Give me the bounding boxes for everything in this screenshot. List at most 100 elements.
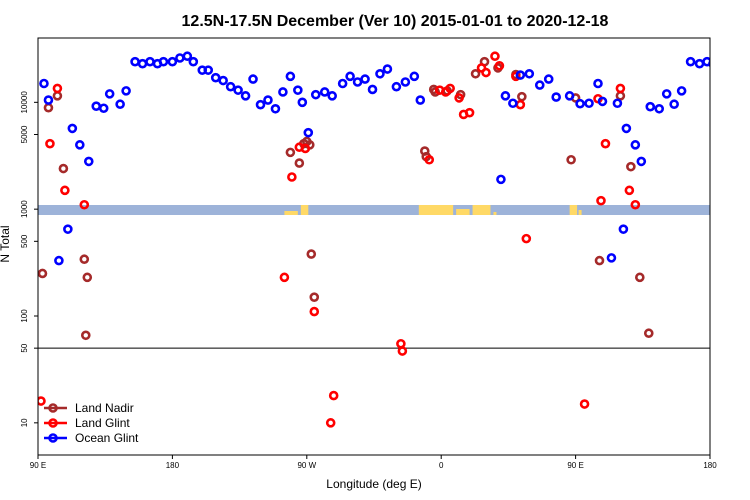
x-tick-label: 180 [166, 461, 180, 470]
ocean-glint-point [702, 56, 710, 67]
ocean-glint-point [645, 101, 656, 112]
ocean-glint-point [54, 255, 64, 266]
ocean-glint-point [360, 74, 370, 84]
ocean-glint-point [310, 89, 321, 100]
ocean-glint-point [297, 97, 308, 108]
ocean-glint-point [137, 58, 148, 69]
ocean-glint-point [233, 85, 243, 95]
ocean-glint-point [158, 56, 169, 67]
ocean-glint-point [733, 58, 740, 65]
ocean-glint-point [415, 95, 426, 105]
land-glint-point [52, 83, 63, 94]
land-nadir-point [566, 154, 576, 165]
land-nadir-point [306, 249, 317, 259]
data-points [38, 51, 740, 428]
land-glint-legend-label: Land Glint [75, 416, 130, 430]
ocean-glint-point [337, 78, 348, 89]
land-nadir-point [635, 272, 645, 283]
ocean-glint-point [669, 99, 679, 110]
land-glint-point [521, 233, 532, 244]
land-glint-point [325, 418, 336, 428]
ocean-glint-point [352, 77, 363, 87]
ocean-glint-point [130, 56, 140, 67]
land-glint-point [328, 390, 339, 401]
land-nadir-legend-marker [48, 403, 58, 413]
land-mask-segment [578, 210, 582, 215]
ocean-glint-point [630, 140, 641, 150]
land-nadir-point [626, 161, 636, 172]
land-nadir-legend-label: Land Nadir [75, 401, 134, 415]
land-glint-point [454, 93, 464, 103]
land-nadir-point [615, 91, 626, 101]
ocean-glint-point [685, 56, 696, 67]
land-glint-point [481, 67, 491, 78]
land-nadir-point [80, 330, 91, 341]
ocean-glint-point [551, 92, 561, 102]
ocean-glint-point [203, 65, 214, 75]
y-tick-label: 50 [20, 343, 29, 352]
ocean-glint-point [661, 89, 672, 99]
y-tick-label: 500 [20, 234, 29, 248]
y-tick-label: 100 [20, 309, 29, 323]
land-nadir-point [79, 254, 90, 265]
ocean-glint-point [584, 98, 594, 109]
land-glint-point [464, 107, 475, 118]
y-axis-label: N Total [0, 225, 12, 262]
land-mask-segment [456, 209, 470, 215]
ocean-glint-point [367, 84, 378, 95]
land-glint-point [279, 272, 290, 283]
land-glint-point [45, 138, 55, 149]
ocean-glint-point [726, 60, 733, 67]
ocean-glint-point [255, 99, 266, 110]
ocean-glint-point [67, 123, 78, 134]
ocean-glint-legend-marker [48, 433, 58, 443]
ocean-glint-point [218, 75, 228, 86]
ocean-glint-point [345, 71, 355, 82]
ocean-glint-point [303, 127, 314, 138]
ocean-glint-point [496, 174, 506, 185]
land-glint-point [60, 185, 70, 196]
ocean-glint-point [606, 253, 617, 263]
ocean-glint-point [400, 77, 411, 87]
ocean-glint-point [278, 87, 288, 97]
ocean-glint-point [515, 70, 526, 80]
ocean-glint-point [104, 89, 115, 99]
land-nadir-point [470, 68, 481, 79]
ocean-glint-point [98, 103, 109, 114]
ocean-glint-point [575, 98, 585, 109]
x-tick-label: 180 [703, 461, 717, 470]
land-mask-segment [493, 212, 497, 215]
land-nadir-point [517, 91, 527, 102]
ocean-glint-point [694, 58, 705, 69]
ocean-glint-point [375, 68, 385, 79]
ocean-glint-point [182, 51, 193, 62]
land-nadir-point [58, 163, 69, 174]
land-glint-point [515, 99, 526, 110]
ocean-glint-point [270, 103, 281, 114]
land-glint-point [630, 199, 641, 210]
ocean-glint-point [263, 95, 273, 105]
ocean-glint-point [188, 56, 199, 67]
land-glint-point [600, 138, 611, 149]
land-mask-segment [284, 211, 298, 215]
y-axis: 10 50 100 500 1000 5000 10000 [20, 91, 38, 427]
ocean-glint-point [43, 95, 54, 105]
ocean-glint-point [210, 72, 221, 83]
land-nadir-point [38, 268, 48, 279]
ocean-glint-point [327, 91, 337, 101]
land-glint-point [287, 172, 297, 182]
ocean-glint-point [508, 98, 518, 109]
ocean-glint-point [175, 53, 185, 63]
ocean-glint-point [534, 80, 545, 90]
land-glint-point [596, 195, 606, 206]
ocean-glint-point [167, 56, 178, 67]
ocean-glint-point [63, 224, 73, 234]
land-glint-point [624, 185, 635, 196]
land-glint-point [490, 51, 500, 62]
land-ocean-mask-strip [38, 205, 710, 215]
ocean-glint-point [319, 87, 330, 97]
x-tick-label: 90 E [30, 461, 46, 470]
ocean-glint-point [83, 156, 94, 167]
ocean-mask-band [38, 205, 710, 215]
